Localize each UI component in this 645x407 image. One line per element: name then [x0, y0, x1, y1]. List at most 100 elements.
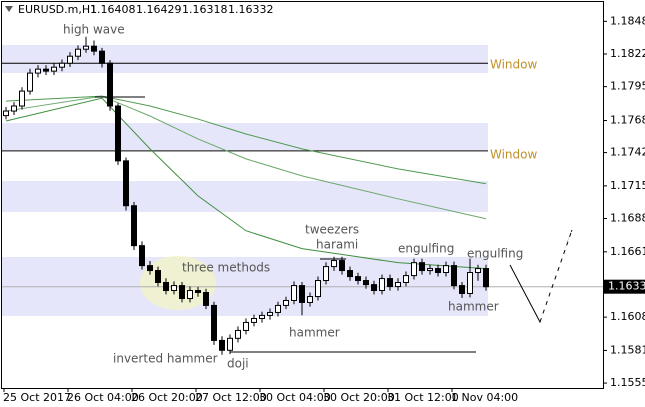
highlight: [140, 256, 216, 310]
candle-body: [195, 290, 201, 293]
candle-body: [131, 205, 137, 247]
candle-body: [403, 275, 409, 283]
frame: [1, 1, 604, 389]
candle-body: [339, 260, 345, 272]
candle-body: [251, 317, 257, 323]
candle-body: [115, 105, 121, 162]
y-tick-label: 1.17955: [610, 80, 645, 93]
y-tick-label: 1.16085: [610, 310, 645, 323]
candle-body: [379, 278, 385, 292]
candle-body: [291, 285, 297, 301]
candle-body: [11, 105, 17, 112]
quote: 1.16332: [228, 3, 274, 16]
y-tick-label: 1.16615: [610, 245, 645, 258]
candle-body: [363, 280, 369, 286]
candle-body: [59, 62, 65, 68]
plot: [2, 36, 603, 355]
candle-body: [371, 284, 377, 292]
candle-body: [219, 339, 225, 351]
candle-body: [227, 337, 233, 351]
candle-body: [347, 270, 353, 278]
zones: [2, 45, 488, 316]
level-label: Window: [490, 147, 538, 161]
candle-body: [411, 262, 417, 277]
zone: [2, 45, 488, 73]
annotation: doji: [227, 357, 249, 371]
candle-body: [83, 45, 89, 50]
annotation: high wave: [63, 23, 125, 37]
annotation: tweezers: [305, 223, 359, 237]
annotation: three methods: [182, 261, 270, 275]
candle-body: [331, 260, 337, 268]
x-tick-label: 25 Oct 2017: [3, 391, 71, 404]
candle-body: [395, 281, 401, 288]
zone: [2, 181, 488, 212]
candle-body: [203, 291, 209, 306]
candle-body: [43, 68, 49, 72]
candle-body: [3, 110, 9, 117]
y-tick-label: 1.15815: [610, 343, 645, 356]
candle-body: [163, 281, 169, 292]
x-tick-label: 27 Oct 12:00: [195, 391, 267, 404]
quote: 1.16318: [182, 3, 228, 16]
annotation: engulfing: [398, 242, 454, 256]
y-tick-label: 1.18485: [610, 14, 645, 27]
y-tick-label: 1.17150: [610, 179, 645, 192]
y-tick-label: 1.18220: [610, 47, 645, 60]
projection-gap: [540, 231, 573, 319]
candle-body: [211, 304, 217, 341]
quote: 1.16429: [136, 3, 182, 16]
candle-body: [35, 68, 41, 74]
candle-body: [67, 55, 73, 64]
candle-body: [451, 265, 457, 287]
candle-body: [315, 280, 321, 298]
candle-body: [123, 160, 129, 207]
x-tick-label: 1 Nov 04:00: [451, 391, 518, 404]
candle-body: [283, 299, 289, 306]
y-tick-label: 1.17420: [610, 146, 645, 159]
annotation: hammer: [448, 300, 499, 314]
candle-body: [435, 268, 441, 274]
zone: [2, 123, 488, 150]
x-tick-label: 26 Oct 04:00: [67, 391, 139, 404]
candle-body: [75, 48, 81, 57]
projection: [509, 229, 573, 324]
candle-body: [51, 66, 57, 72]
candle-body: [459, 285, 465, 294]
annotation: harami: [316, 238, 358, 252]
annotation: inverted hammer: [113, 352, 218, 366]
candle-body: [267, 311, 273, 316]
candle-body: [443, 265, 449, 274]
candle-body: [243, 321, 249, 331]
annotation: hammer: [289, 326, 340, 340]
candle-body: [467, 272, 473, 294]
candle-body: [299, 285, 305, 303]
candle-body: [187, 290, 193, 300]
candle-body: [259, 314, 265, 319]
candle-body: [19, 90, 25, 107]
candle-body: [179, 285, 185, 300]
candle-body: [419, 262, 425, 272]
candle-body: [139, 245, 145, 267]
y-tick-label: 1.17680: [610, 114, 645, 127]
symbol: EURUSD.m,H1: [18, 3, 97, 16]
x-tick-label: 30 Oct 04:00: [259, 391, 331, 404]
candle-body: [483, 268, 489, 288]
candle-body: [107, 62, 113, 107]
candle-body: [171, 285, 177, 292]
candle-body: [307, 296, 313, 303]
level-label: Window: [490, 58, 538, 72]
candle-body: [155, 270, 161, 283]
y-tick-label: 1.16885: [610, 212, 645, 225]
candle-body: [235, 329, 241, 339]
quote: 1.16408: [90, 3, 136, 16]
candle-body: [99, 50, 105, 64]
candle-body: [91, 45, 97, 52]
candle-body: [427, 268, 433, 272]
candle-body: [387, 278, 393, 288]
price-box: [603, 279, 645, 294]
candle-body: [275, 304, 281, 313]
candle-body: [355, 276, 361, 282]
candle-body: [323, 266, 329, 282]
